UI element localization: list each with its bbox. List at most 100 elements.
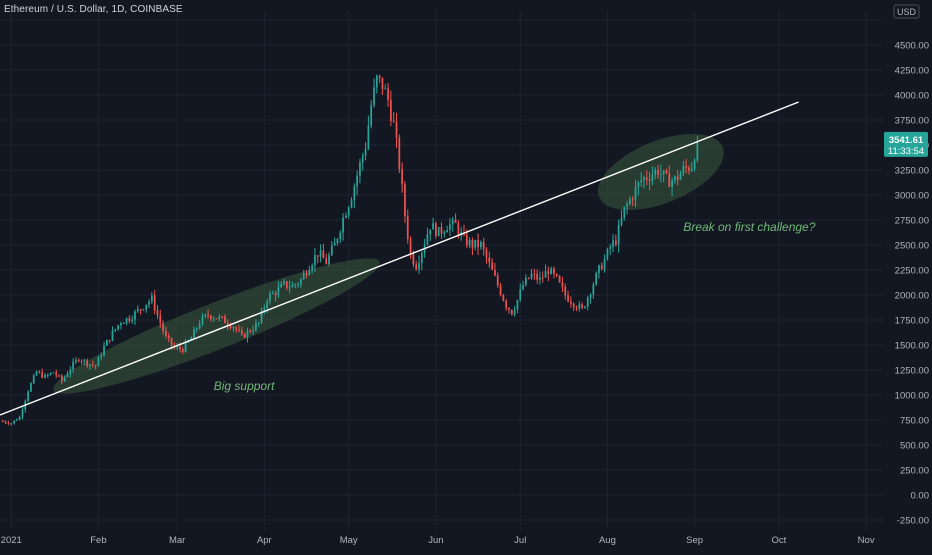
- trendline-layer[interactable]: [0, 101, 799, 416]
- candle-down: [238, 329, 240, 331]
- candle-down: [274, 292, 277, 296]
- candle-down: [398, 137, 401, 170]
- candle-down: [210, 315, 212, 320]
- candle-up: [49, 372, 52, 375]
- y-tick-label: 2250.00: [895, 266, 929, 277]
- candle-up: [606, 248, 609, 260]
- candle-up: [283, 281, 285, 284]
- currency-badge[interactable]: [893, 4, 920, 19]
- candle-up: [204, 314, 207, 317]
- candle-down: [494, 269, 496, 276]
- candle-down: [392, 120, 395, 122]
- candle-up: [662, 170, 665, 174]
- candle-up: [584, 306, 586, 308]
- x-tick-label: Nov: [858, 535, 875, 546]
- candle-down: [325, 258, 328, 265]
- candle-down: [440, 227, 443, 234]
- candle-up: [32, 375, 35, 384]
- candle-up: [300, 279, 302, 284]
- candle-down: [316, 255, 319, 257]
- candle-up: [63, 376, 66, 382]
- candle-up: [201, 316, 204, 325]
- candle-down: [322, 250, 325, 259]
- candle-up: [100, 355, 103, 358]
- candle-up: [637, 182, 640, 188]
- candle-up: [117, 325, 119, 330]
- candle-up: [598, 265, 600, 273]
- candle-up: [131, 319, 134, 322]
- candle-down: [567, 295, 569, 302]
- candle-up: [246, 330, 249, 338]
- challenge-annotation[interactable]: Break on first challenge?: [683, 220, 815, 234]
- candle-up: [595, 272, 598, 285]
- candle-up: [347, 207, 350, 216]
- trendline[interactable]: [0, 101, 799, 416]
- candle-up: [69, 369, 72, 374]
- candle-up: [291, 284, 294, 288]
- candle-down: [390, 100, 392, 121]
- candle-up: [16, 419, 18, 421]
- candle-up: [468, 239, 471, 246]
- candle-up: [429, 229, 432, 235]
- support-annotation[interactable]: Big support: [214, 379, 275, 393]
- y-tick-label: 4500.00: [895, 41, 929, 52]
- candle-up: [136, 309, 139, 312]
- x-tick-label: Oct: [772, 535, 787, 546]
- candle-down: [412, 254, 415, 265]
- x-tick-label: Jun: [428, 535, 443, 546]
- candle-up: [308, 270, 311, 276]
- candle-up: [513, 309, 516, 315]
- price-axis[interactable]: 4500.004250.004000.003750.003500.003250.…: [895, 41, 929, 527]
- candle-up: [437, 227, 440, 237]
- last-price-value: 3541.61: [889, 135, 924, 146]
- y-tick-label: 2750.00: [895, 216, 929, 227]
- candle-down: [564, 286, 567, 296]
- candle-down: [285, 281, 288, 288]
- candle-up: [361, 155, 364, 163]
- candle-up: [319, 250, 322, 257]
- candle-down: [569, 301, 572, 304]
- candle-down: [409, 238, 412, 255]
- candle-down: [1, 421, 4, 422]
- y-tick-label: 4000.00: [895, 91, 929, 102]
- support-zone-ellipse[interactable]: [45, 240, 388, 411]
- time-axis[interactable]: 2021 Feb Mar Apr May Jun Jul Aug Sep Oct Nov: [1, 535, 875, 546]
- candle-down: [58, 375, 60, 377]
- candle-down: [406, 216, 409, 239]
- candle-up: [72, 361, 74, 370]
- symbol-title[interactable]: Ethereum / U.S. Dollar, 1D, COINBASE: [4, 4, 183, 15]
- candle-up: [302, 273, 305, 280]
- candle-up: [150, 295, 153, 302]
- candle-up: [375, 75, 378, 88]
- candle-up: [544, 271, 547, 278]
- candle-down: [224, 316, 226, 324]
- candle-down: [226, 323, 229, 326]
- candle-up: [255, 323, 257, 331]
- candle-up: [353, 186, 356, 201]
- candle-down: [575, 307, 578, 309]
- y-tick-label: 250.00: [900, 466, 929, 477]
- candle-up: [125, 318, 128, 323]
- candle-up: [330, 245, 333, 255]
- candle-up: [634, 187, 637, 200]
- candle-down: [378, 75, 381, 78]
- candle-up: [426, 234, 429, 245]
- candle-up: [550, 268, 553, 275]
- candle-down: [170, 337, 173, 346]
- countdown-timer: 11:33:54: [888, 146, 924, 157]
- candle-up: [218, 316, 221, 319]
- candle-up: [519, 289, 522, 300]
- candle-up: [120, 323, 122, 326]
- y-tick-label: 1250.00: [895, 366, 929, 377]
- candle-up: [311, 265, 314, 271]
- candle-up: [212, 318, 215, 320]
- candle-down: [401, 169, 404, 185]
- candle-up: [640, 179, 643, 183]
- candle-down: [496, 275, 499, 286]
- candle-up: [530, 273, 533, 279]
- candle-up: [184, 341, 187, 352]
- candle-up: [626, 203, 628, 207]
- candle-down: [7, 422, 10, 424]
